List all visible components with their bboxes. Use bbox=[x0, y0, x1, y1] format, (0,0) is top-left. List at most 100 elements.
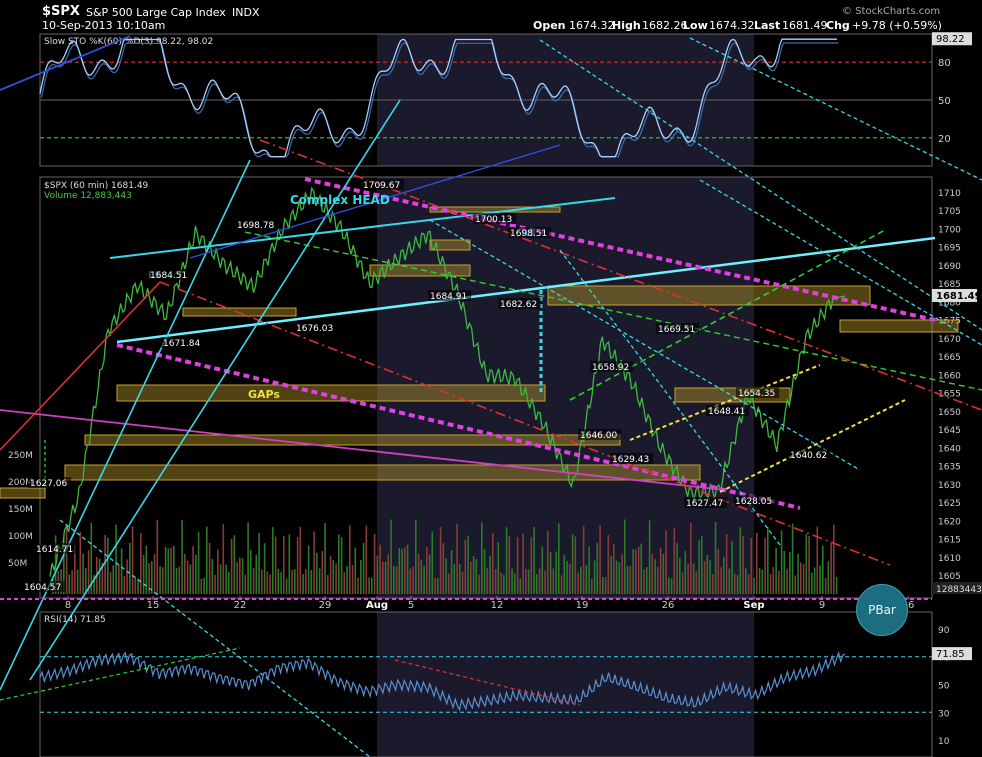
volume-bar bbox=[643, 569, 645, 594]
volume-bar bbox=[604, 577, 607, 594]
volume-bar bbox=[74, 544, 76, 594]
price-label: 1682.62 bbox=[500, 300, 537, 310]
volume-bar bbox=[71, 570, 73, 594]
x-tick-label: 12 bbox=[491, 600, 504, 611]
volume-bar bbox=[409, 568, 412, 594]
volume-bar bbox=[307, 545, 310, 594]
volume-bar bbox=[310, 570, 313, 594]
volume-bar bbox=[145, 545, 148, 594]
volume-bar bbox=[211, 558, 214, 594]
volume-bar bbox=[472, 556, 475, 594]
x-tick-label: 22 bbox=[234, 600, 247, 611]
volume-bar bbox=[283, 536, 285, 594]
volume-bar bbox=[362, 542, 365, 594]
volume-tick: 150M bbox=[8, 505, 33, 515]
price-label: 1627.47 bbox=[686, 499, 723, 509]
volume-bar bbox=[159, 566, 161, 594]
price-tick: 1680 bbox=[938, 298, 961, 308]
price-label: 1676.03 bbox=[296, 324, 333, 334]
price-tick: 1710 bbox=[938, 189, 961, 199]
price-tick: 1630 bbox=[938, 481, 961, 491]
volume-bar bbox=[76, 569, 79, 594]
volume-bar bbox=[478, 574, 480, 594]
volume-bar bbox=[291, 570, 293, 594]
volume-bar bbox=[453, 564, 456, 594]
volume-bar bbox=[483, 549, 486, 594]
price-tick: 1685 bbox=[938, 280, 961, 290]
volume-tick: 250M bbox=[8, 451, 33, 461]
volume-bar bbox=[371, 577, 373, 594]
volume-bar bbox=[173, 545, 175, 594]
volume-bar bbox=[701, 536, 703, 594]
volume-bar bbox=[764, 537, 766, 594]
volume-bar bbox=[775, 547, 777, 594]
volume-bar bbox=[706, 555, 709, 594]
volume-bar bbox=[720, 567, 722, 594]
volume-bar bbox=[668, 577, 670, 594]
volume-bar bbox=[470, 561, 472, 594]
price-tick: 1640 bbox=[938, 444, 961, 454]
x-tick-label: 5 bbox=[408, 600, 414, 611]
trendline-yellow-upper bbox=[629, 364, 821, 441]
volume-bar bbox=[481, 522, 483, 594]
rsi-tick: 50 bbox=[938, 682, 950, 692]
stockcharts-brand: © StockCharts.com bbox=[842, 6, 941, 17]
volume-bar bbox=[783, 551, 786, 594]
chart-header: $SPX S&P 500 Large Cap Index INDX 10-Sep… bbox=[0, 0, 982, 34]
volume-bar bbox=[233, 535, 236, 594]
pbar-button[interactable]: PBar bbox=[856, 584, 908, 636]
price-label-bg bbox=[235, 219, 279, 230]
annotation-gaps: GAPs bbox=[248, 388, 280, 401]
volume-bar bbox=[555, 551, 557, 594]
volume-bar bbox=[769, 573, 772, 594]
volume-bar bbox=[214, 575, 216, 594]
ohlc-open: 1674.32 bbox=[569, 19, 615, 32]
volume-bar bbox=[648, 520, 651, 594]
volume-bar bbox=[415, 520, 417, 594]
volume-bar bbox=[492, 533, 494, 594]
price-tick: 1635 bbox=[938, 463, 961, 473]
trendline-cyan-neckline bbox=[116, 236, 936, 344]
volume-bar bbox=[178, 566, 181, 594]
volume-bar bbox=[731, 541, 733, 594]
volume-bar bbox=[698, 540, 700, 594]
volume-bar bbox=[134, 577, 137, 594]
volume-bar bbox=[104, 535, 106, 594]
volume-bar bbox=[316, 552, 318, 594]
volume-bar bbox=[208, 542, 211, 594]
volume-bar bbox=[340, 537, 343, 594]
volume-bar bbox=[835, 576, 838, 594]
volume-bar bbox=[65, 527, 68, 594]
volume-bar bbox=[624, 519, 626, 594]
price-tick: 1705 bbox=[938, 207, 961, 217]
price-label-bg bbox=[656, 323, 700, 334]
volume-bar bbox=[778, 571, 780, 594]
stoch-tick: 80 bbox=[938, 58, 951, 69]
volume-tick: 100M bbox=[8, 532, 33, 542]
price-tick: 1700 bbox=[938, 225, 961, 235]
volume-bar bbox=[544, 570, 546, 594]
volume-bar bbox=[742, 536, 744, 594]
price-label-bg bbox=[684, 497, 728, 508]
volume-bar bbox=[830, 542, 832, 594]
volume-bar bbox=[261, 569, 263, 594]
volume-bar bbox=[538, 568, 541, 594]
volume-bar bbox=[90, 522, 93, 594]
volume-bar bbox=[118, 564, 120, 594]
volume-bar bbox=[654, 559, 656, 594]
volume-bar bbox=[580, 566, 582, 594]
price-tick: 1625 bbox=[938, 499, 961, 509]
volume-bar bbox=[219, 564, 222, 594]
price-tick: 1610 bbox=[938, 554, 961, 564]
volume-bar bbox=[569, 563, 571, 594]
stoch-k-line bbox=[39, 38, 837, 158]
price-tick: 1675 bbox=[938, 317, 961, 327]
volume-bar bbox=[497, 542, 500, 594]
volume-bar bbox=[285, 578, 288, 594]
volume-bar bbox=[552, 568, 555, 594]
volume-bar bbox=[632, 549, 634, 594]
volume-bar bbox=[670, 578, 673, 594]
gap-box bbox=[64, 464, 701, 481]
last-price-tag: 1681.49 bbox=[936, 291, 982, 302]
stoch-tick: 50 bbox=[938, 96, 951, 107]
